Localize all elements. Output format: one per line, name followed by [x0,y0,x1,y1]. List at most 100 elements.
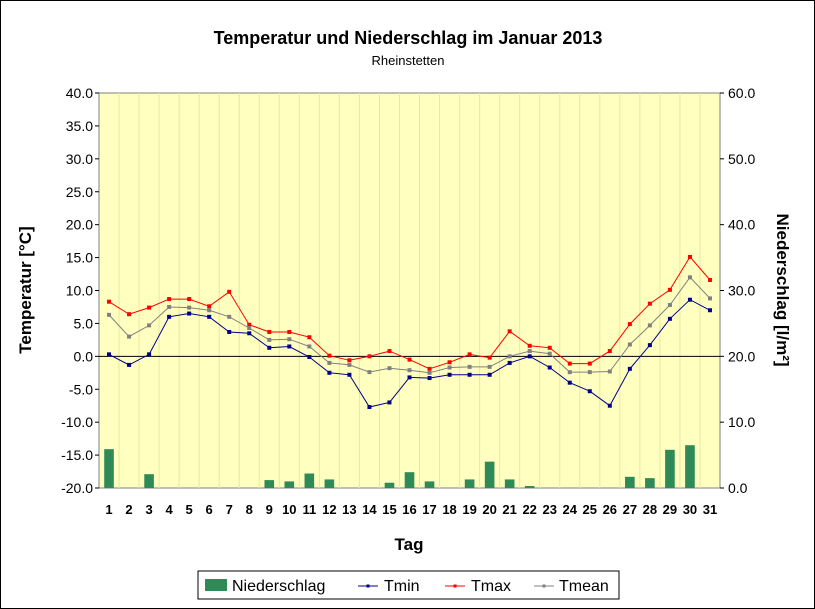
point-tmax [307,335,312,340]
point-tmin [447,372,452,377]
point-tmin [567,380,572,385]
point-tmin [687,297,692,302]
point-tmean [647,323,652,328]
point-tmin [527,354,532,359]
point-tmin [167,314,172,319]
x-axis-ticks: 1 2 3 4 5 6 7 8 9 10 11 12 13 14 15 16 17 18 19 20 21 22 23 24 2… [105,502,717,517]
point-tmin [127,362,132,367]
chart-subtitle: Rheinstetten [372,53,445,68]
point-tmean [507,354,512,359]
y-tick-left-label: 0.0 [74,348,94,364]
bar-niederschlag [144,474,154,488]
y-tick-left-label: -5.0 [69,381,93,397]
point-tmax [587,361,592,366]
point-tmax [707,277,712,282]
chart-title: Temperatur und Niederschlag im Januar 20… [214,28,603,48]
point-tmax [527,343,532,348]
point-tmean [187,305,192,310]
point-tmean [267,337,272,342]
y-tick-right-label: 30.0 [728,283,755,299]
point-tmean [667,302,672,307]
bar-niederschlag [324,479,335,488]
point-tmax [467,352,472,357]
bar-niederschlag [404,472,415,488]
point-tmin [247,331,252,336]
point-tmean [327,360,332,365]
point-tmin [367,405,372,410]
point-tmean [227,314,232,319]
point-tmax [267,329,272,334]
legend: Niederschlag Tmin Tmax Tmean [197,570,620,600]
point-tmean [587,370,592,375]
point-tmax [127,312,132,317]
x-tick-label: 11 [302,502,316,517]
point-tmin [427,376,432,381]
legend-label-niederschlag: Niederschlag [232,578,325,595]
y-tick-right-label: 20.0 [728,348,755,364]
x-tick-label: 24 [563,502,578,517]
point-tmin [627,366,632,371]
y-tick-left-label: -15.0 [61,447,93,463]
point-tmax [447,360,452,365]
x-tick-label: 10 [282,502,296,517]
y-tick-left-label: -10.0 [61,414,93,430]
x-tick-label: 6 [206,502,213,517]
point-tmin [387,400,392,405]
point-tmin [647,343,652,348]
x-tick-label: 31 [703,502,717,517]
point-tmax [507,329,512,334]
bar-niederschlag [484,461,495,488]
y-axis-right-ticks: 60.0 50.0 40.0 30.0 20.0 10.0 0.0 [720,85,755,496]
point-tmax [627,322,632,327]
legend-marker-tmax [453,584,457,588]
point-tmax [567,361,572,366]
bar-niederschlag [304,473,315,488]
bar-niederschlag [524,486,535,488]
point-tmin [227,329,232,334]
x-tick-label: 15 [382,502,396,517]
point-tmax [287,329,292,334]
point-tmax [407,357,412,362]
point-tmean [687,275,692,280]
point-tmin [187,311,192,316]
y-tick-right-label: 60.0 [728,85,755,101]
y-tick-right-label: 40.0 [728,217,755,233]
x-tick-label: 12 [322,502,336,517]
y-tick-right-label: 50.0 [728,151,755,167]
point-tmax [667,287,672,292]
y-tick-right-label: 0.0 [728,480,748,496]
point-tmean [127,334,132,339]
bar-niederschlag [504,479,515,488]
point-tmax [167,297,172,302]
legend-label-tmax: Tmax [471,578,511,595]
point-tmin [287,344,292,349]
x-tick-label: 30 [683,502,697,517]
x-tick-label: 26 [603,502,617,517]
x-tick-label: 29 [663,502,677,517]
point-tmean [627,342,632,347]
legend-swatch-niederschlag [205,579,227,591]
y-tick-left-label: 10.0 [66,283,93,299]
bar-niederschlag [685,445,695,488]
x-tick-label: 2 [125,502,132,517]
point-tmin [707,308,712,313]
plot-area [98,92,721,489]
x-tick-label: 16 [402,502,416,517]
y-axis-left-label: Temperatur [°C] [16,226,35,353]
x-tick-label: 25 [583,502,597,517]
point-tmin [607,403,612,408]
point-tmin [147,352,152,357]
x-tick-label: 23 [542,502,556,517]
x-tick-label: 20 [482,502,496,517]
point-tmax [147,305,152,310]
point-tmin [507,360,512,365]
x-tick-label: 1 [105,502,112,517]
point-tmean [447,365,452,370]
point-tmean [407,368,412,373]
legend-label-tmin: Tmin [384,578,420,595]
point-tmax [607,349,612,354]
point-tmean [247,326,252,331]
bar-niederschlag [264,480,275,488]
point-tmean [387,366,392,371]
